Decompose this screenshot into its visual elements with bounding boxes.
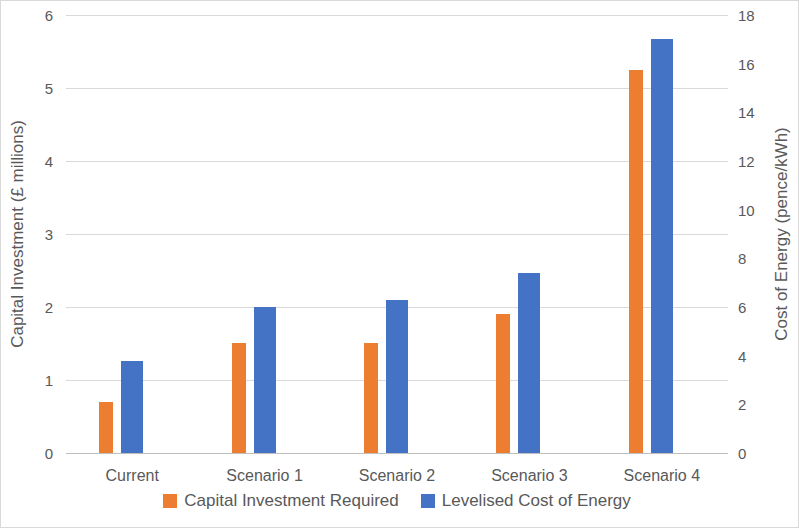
left-axis-tick: 3 (19, 227, 53, 242)
bar-capital-investment-5 (629, 70, 643, 453)
right-axis-title-area: Cost of Energy (pence/kWh) (767, 15, 797, 453)
right-axis-tick: 14 (738, 105, 755, 120)
legend-item-levelised-cost: Levelised Cost of Energy (421, 491, 631, 511)
right-axis-title: Cost of Energy (pence/kWh) (772, 127, 792, 341)
legend-swatch-blue (421, 494, 435, 508)
right-axis-tick: 0 (738, 446, 746, 461)
left-axis-tick: 6 (19, 8, 53, 23)
right-axis-tick: 2 (738, 397, 746, 412)
right-axis-tick: 4 (738, 348, 746, 363)
bar-capital-investment-2 (232, 343, 246, 453)
right-axis-tick: 6 (738, 300, 746, 315)
left-axis-tick: 5 (19, 81, 53, 96)
bar-levelised-cost-1 (121, 361, 143, 453)
bar-capital-investment-4 (496, 314, 510, 453)
legend-label: Capital Investment Required (184, 491, 399, 511)
legend-swatch-orange (163, 494, 177, 508)
right-axis-tick: 10 (738, 202, 755, 217)
right-axis-tick: 18 (738, 8, 755, 23)
category-label: Scenario 2 (331, 467, 463, 487)
right-axis-tick: 8 (738, 251, 746, 266)
gridline (66, 15, 728, 16)
category-axis: CurrentScenario 1Scenario 2Scenario 3Sce… (66, 467, 728, 487)
legend-item-capital-investment: Capital Investment Required (163, 491, 399, 511)
category-label: Scenario 3 (463, 467, 595, 487)
bar-levelised-cost-3 (386, 300, 408, 453)
legend: Capital Investment Required Levelised Co… (66, 491, 728, 511)
bar-levelised-cost-5 (651, 39, 673, 453)
right-axis-tick: 16 (738, 56, 755, 71)
bar-capital-investment-3 (364, 343, 378, 453)
plot-area (66, 15, 728, 453)
category-label: Scenario 1 (198, 467, 330, 487)
left-axis-tick: 4 (19, 154, 53, 169)
chart-container: Capital Investment (£ millions) Cost of … (0, 0, 799, 528)
left-axis-tick: 1 (19, 373, 53, 388)
bar-levelised-cost-4 (518, 273, 540, 453)
left-axis-tick: 2 (19, 300, 53, 315)
bar-capital-investment-1 (99, 402, 113, 453)
x-axis-line (66, 453, 728, 454)
right-axis-tick: 12 (738, 154, 755, 169)
category-label: Scenario 4 (596, 467, 728, 487)
left-axis-tick: 0 (19, 446, 53, 461)
category-label: Current (66, 467, 198, 487)
bar-levelised-cost-2 (254, 307, 276, 453)
legend-label: Levelised Cost of Energy (442, 491, 631, 511)
